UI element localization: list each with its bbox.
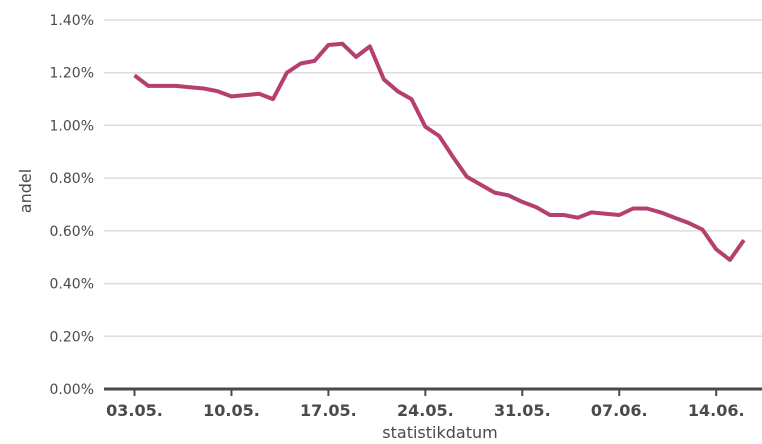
x-tick-label: 31.05. [494,401,551,420]
y-tick-label: 0.80% [50,171,94,187]
y-tick-label: 0.20% [50,329,94,345]
x-axis-title: statistikdatum [382,423,497,442]
series-line [133,41,746,262]
x-tick-label: 10.05. [203,401,260,420]
x-tick-label: 14.06. [688,401,745,420]
x-axis-ticks: 03.05. 10.05. 17.05. 24.05. 31.05. 07.06. 14.0… [106,389,745,420]
y-tick-label: 0.60% [50,224,94,240]
x-tick-label: 24.05. [397,401,454,420]
series-layer [133,41,746,262]
x-tick-label: 17.05. [300,401,357,420]
x-tick-label: 07.06. [591,401,648,420]
y-tick-label: 1.00% [50,118,94,134]
y-tick-label: 0.00% [50,382,94,398]
y-tick-label: 0.40% [50,277,94,293]
y-axis-title: andel [16,169,35,213]
y-axis-ticks: 0.00% 0.20% 0.40% 0.60% 0.80% 1.00% 1.20% 1.40% [50,13,94,398]
x-tick-label: 03.05. [106,401,163,420]
gridlines [104,19,762,338]
y-tick-label: 1.40% [50,13,94,29]
y-tick-label: 1.20% [50,66,94,82]
